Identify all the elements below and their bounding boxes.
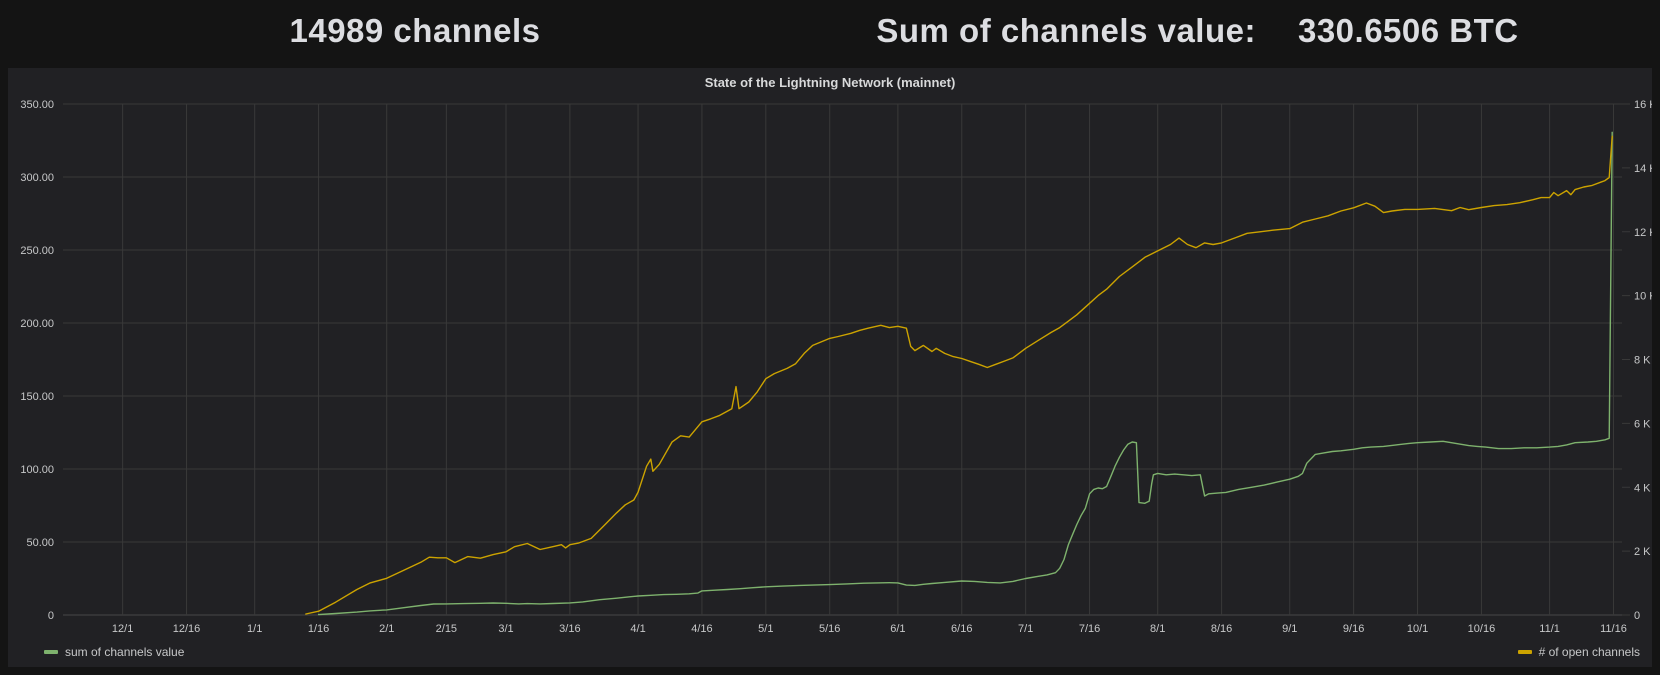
lightning-network-graph-panel: State of the Lightning Network (mainnet)…: [8, 68, 1652, 667]
left-axis-tick-label: 350.00: [20, 99, 54, 111]
sum-value-number: 330.6506 BTC: [1297, 12, 1519, 49]
x-axis-tick-label: 3/1: [498, 623, 513, 635]
x-axis-tick-label: 6/1: [890, 623, 905, 635]
x-axis-tick-label: 9/16: [1343, 623, 1364, 635]
legend-label: # of open channels: [1538, 645, 1640, 659]
x-axis-tick-label: 1/1: [247, 623, 262, 635]
series-line-0: [317, 131, 1613, 616]
right-axis-tick-label: 12 K: [1634, 227, 1652, 239]
x-axis-tick-label: 11/1: [1539, 623, 1560, 635]
left-axis-tick-label: 200.00: [20, 318, 54, 330]
x-axis-tick-label: 7/16: [1079, 623, 1100, 635]
right-axis-tick-label: 14 K: [1634, 163, 1652, 175]
legend-label: sum of channels value: [65, 645, 185, 659]
left-axis-tick-label: 150.00: [20, 391, 54, 403]
panel-title[interactable]: State of the Lightning Network (mainnet): [704, 75, 956, 90]
x-axis-tick-label: 11/16: [1600, 623, 1627, 635]
right-axis-tick-label: 16 K: [1634, 99, 1652, 111]
left-axis-tick-label: 50.00: [26, 537, 54, 549]
channel-count-stat: 14989 channels: [289, 12, 541, 49]
right-axis-tick-label: 4 K: [1634, 482, 1651, 494]
x-axis-tick-label: 4/1: [630, 623, 645, 635]
stat-panel-channel-count: 14989 channels: [0, 0, 830, 62]
left-axis-tick-label: 0: [48, 610, 54, 622]
x-axis-tick-label: 12/1: [112, 623, 133, 635]
stat-row: 14989 channels Sum of channels value: 33…: [0, 0, 1660, 62]
x-axis-tick-label: 3/16: [559, 623, 580, 635]
x-axis-tick-label: 2/1: [379, 623, 394, 635]
sum-value-label: Sum of channels value:: [876, 12, 1256, 49]
x-axis-tick-label: 8/16: [1211, 623, 1232, 635]
x-axis-tick-label: 12/16: [173, 623, 201, 635]
series-line-1: [305, 135, 1613, 615]
x-axis-tick-label: 10/1: [1407, 623, 1428, 635]
x-axis-tick-label: 1/16: [308, 623, 329, 635]
sum-value-stat: Sum of channels value: 330.6506 BTC: [876, 12, 1613, 50]
x-axis-tick-label: 6/16: [951, 623, 972, 635]
x-axis-tick-label: 5/1: [758, 623, 773, 635]
legend-item-open-channels[interactable]: # of open channels: [1517, 645, 1640, 659]
x-axis-tick-label: 10/16: [1468, 623, 1496, 635]
left-axis-tick-label: 100.00: [20, 464, 54, 476]
left-axis-tick-label: 250.00: [20, 245, 54, 257]
right-axis-tick-label: 6 K: [1634, 418, 1651, 430]
time-series-plot: 0 50.00 100.00 150.00 200.00 250.00 300.00 350.…: [20, 99, 1652, 635]
x-axis-tick-label: 2/15: [436, 623, 457, 635]
x-axis-tick-label: 7/1: [1018, 623, 1033, 635]
x-axis-tick-label: 4/16: [691, 623, 712, 635]
right-axis-tick-label: 0: [1634, 610, 1640, 622]
right-axis-tick-label: 10 K: [1634, 291, 1652, 303]
green-series-dash-icon: [44, 650, 58, 654]
plot-area[interactable]: [63, 104, 1622, 615]
x-axis-tick-label: 5/16: [819, 623, 840, 635]
x-axis-tick-label: 8/1: [1150, 623, 1165, 635]
x-axis-tick-label: 9/1: [1282, 623, 1297, 635]
right-axis-tick-label: 2 K: [1634, 546, 1651, 558]
stat-panel-sum-value: Sum of channels value: 330.6506 BTC: [830, 0, 1660, 62]
left-axis-tick-label: 300.00: [20, 172, 54, 184]
yellow-series-dash-icon: [1517, 650, 1532, 654]
legend-item-sum-of-channels-value[interactable]: sum of channels value: [44, 645, 184, 659]
right-axis-tick-label: 8 K: [1634, 355, 1651, 367]
